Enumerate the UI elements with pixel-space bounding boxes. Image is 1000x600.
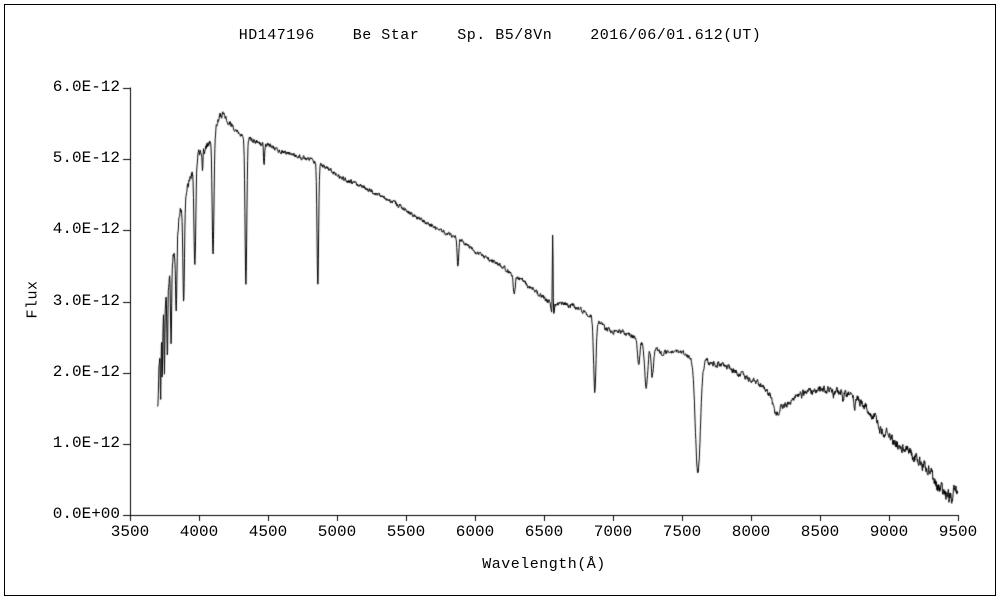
x-tick-label: 8500: [800, 523, 840, 541]
y-tick-label: 2.0E-12: [52, 362, 120, 381]
y-tick-label: 1.0E-12: [52, 433, 120, 452]
y-tick-label: 4.0E-12: [52, 220, 120, 239]
x-axis-label: Wavelength(Å): [482, 556, 606, 573]
x-tick-label: 9500: [938, 523, 978, 541]
y-tick-label: 3.0E-12: [52, 291, 120, 310]
x-tick-label: 4000: [179, 523, 219, 541]
x-tick-label: 9000: [869, 523, 909, 541]
x-tick-label: 7500: [662, 523, 702, 541]
x-tick-label: 5500: [386, 523, 426, 541]
x-tick-label: 6000: [455, 523, 495, 541]
x-tick-label: 6500: [524, 523, 564, 541]
y-tick-label: 6.0E-12: [52, 78, 120, 96]
x-tick-label: 8000: [731, 523, 771, 541]
y-tick-label: 0.0E+00: [52, 505, 120, 523]
x-tick-label: 7000: [593, 523, 633, 541]
x-tick-label: 4500: [248, 523, 288, 541]
y-tick-label: 5.0E-12: [52, 149, 120, 168]
chart-title: HD147196 Be Star Sp. B5/8Vn 2016/06/01.6…: [238, 27, 762, 44]
x-tick-label: 5000: [317, 523, 357, 541]
x-tick-label: 3500: [110, 523, 150, 541]
